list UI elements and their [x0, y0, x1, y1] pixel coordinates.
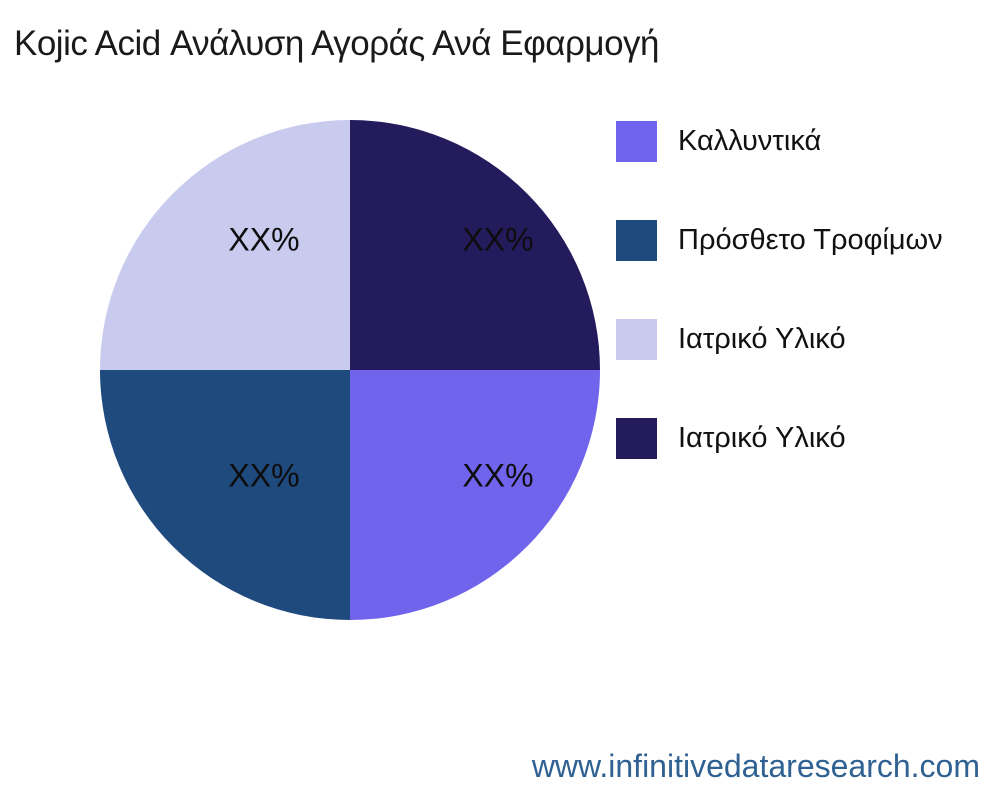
- pie-slice-label-top-right: XX%: [462, 221, 534, 258]
- legend-swatch-medical-material-light: [616, 319, 657, 360]
- legend-item-food-additive: Πρόσθετο Τροφίμων: [616, 220, 943, 261]
- chart-title: Kojic Acid Ανάλυση Αγοράς Ανά Εφαρμογή: [14, 24, 660, 63]
- legend-swatch-cosmetics: [616, 121, 657, 162]
- pie-slice-label-bottom-right: XX%: [462, 457, 534, 494]
- legend-item-medical-material-light: Ιατρικό Υλικό: [616, 319, 943, 360]
- legend-label-medical-material-light: Ιατρικό Υλικό: [678, 323, 846, 355]
- legend-swatch-food-additive: [616, 220, 657, 261]
- legend-item-medical-material-dark: Ιατρικό Υλικό: [616, 418, 943, 459]
- legend-label-medical-material-dark: Ιατρικό Υλικό: [678, 422, 846, 454]
- legend-item-cosmetics: Καλλυντικά: [616, 121, 943, 162]
- legend-swatch-medical-material-dark: [616, 418, 657, 459]
- legend-label-cosmetics: Καλλυντικά: [678, 125, 822, 157]
- legend-label-food-additive: Πρόσθετο Τροφίμων: [678, 224, 943, 256]
- legend: Καλλυντικά Πρόσθετο Τροφίμων Ιατρικό Υλι…: [616, 121, 943, 459]
- footer-website-link[interactable]: www.infinitivedataresearch.com: [531, 748, 980, 784]
- pie-slice-label-bottom-left: XX%: [228, 457, 300, 494]
- pie-slice-label-top-left: XX%: [228, 221, 300, 258]
- pie-chart: XX% XX% XX% XX%: [100, 120, 600, 620]
- pie-circle: [100, 120, 600, 620]
